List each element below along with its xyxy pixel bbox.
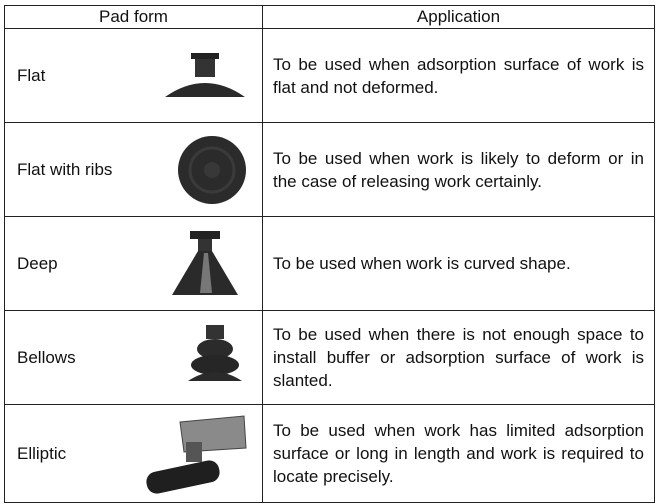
row: Deep To be used when work is curved shap…	[4, 216, 655, 311]
form-name: Deep	[17, 253, 58, 273]
pad-icon	[188, 324, 242, 381]
row: Bellows To be used when there is not eno…	[4, 310, 655, 405]
pad-icon	[178, 135, 246, 204]
header-row: Pad form Application	[4, 5, 655, 29]
header-cell: Application	[262, 5, 655, 29]
pad-table: Pad form Application Flat To be used whe…	[4, 5, 655, 503]
row: Flat with ribs To be used when work is l…	[4, 122, 655, 217]
application-cell: To be used when adsorption surface of wo…	[262, 28, 655, 123]
application-cell: To be used when there is not enough spac…	[262, 310, 655, 405]
form-name: Flat	[17, 65, 46, 85]
pad-icon	[172, 230, 238, 295]
form-name: Bellows	[17, 347, 76, 367]
form-name: Elliptic	[17, 443, 67, 463]
header-cell: Pad form	[4, 5, 263, 29]
form-cell: Flat	[4, 28, 263, 123]
form-cell: Bellows	[4, 310, 263, 405]
application-cell: To be used when work is likely to deform…	[262, 122, 655, 217]
row: Elliptic To be used when work has limite…	[4, 404, 655, 503]
form-name: Flat with ribs	[17, 159, 113, 179]
pad-icon	[165, 52, 245, 97]
row: Flat To be used when adsorption surface …	[4, 28, 655, 123]
pad-icon	[146, 414, 247, 494]
application-cell: To be used when work is curved shape.	[262, 216, 655, 311]
form-cell: Elliptic	[4, 404, 263, 503]
form-cell: Flat with ribs	[4, 122, 263, 217]
application-cell: To be used when work has limited adsorpt…	[262, 404, 655, 503]
form-cell: Deep	[4, 216, 263, 311]
